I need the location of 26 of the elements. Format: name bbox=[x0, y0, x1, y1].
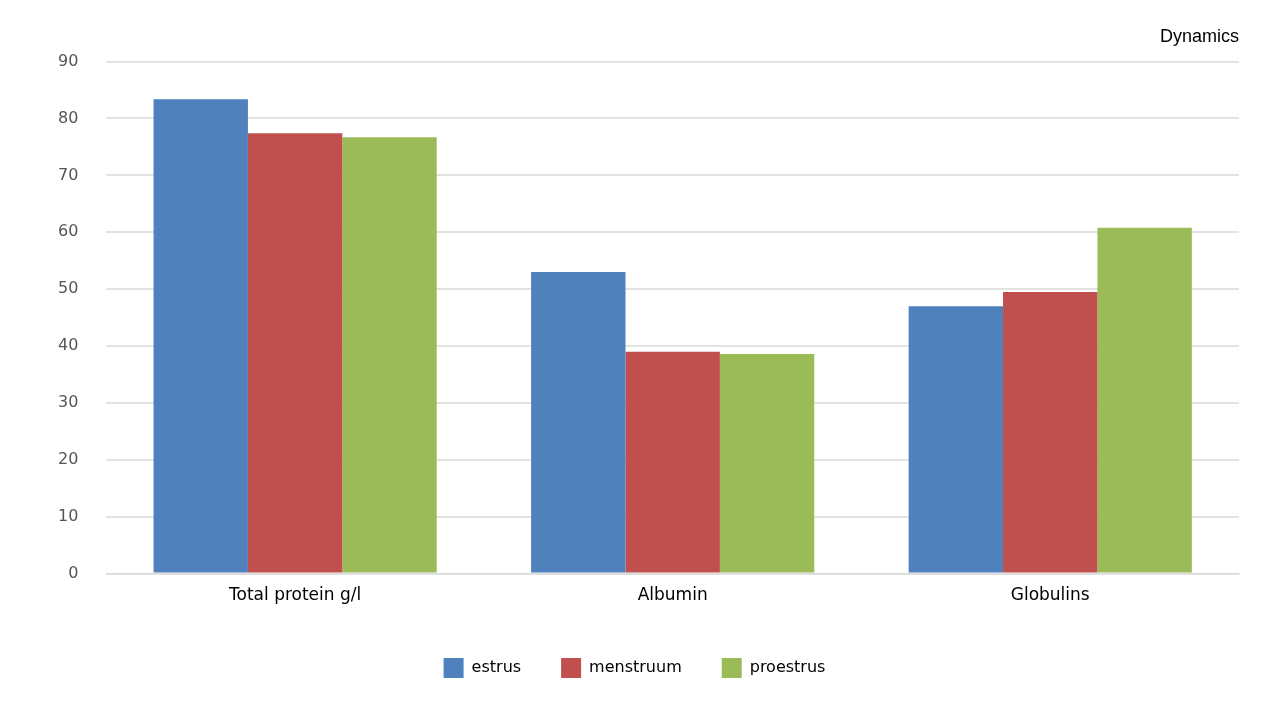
bar bbox=[1097, 227, 1192, 573]
chart-title: Dynamics bbox=[1159, 25, 1239, 46]
bar bbox=[247, 133, 343, 573]
y-tick-label: 70 bbox=[58, 164, 79, 184]
legend-label: estrus bbox=[471, 657, 522, 677]
y-tick-label: 10 bbox=[58, 505, 79, 525]
bar bbox=[625, 351, 720, 573]
x-tick-label: Globulins bbox=[1010, 584, 1090, 605]
bar bbox=[531, 272, 626, 573]
y-tick-label: 20 bbox=[58, 448, 79, 468]
y-tick-label: 0 bbox=[68, 562, 79, 582]
y-tick-label: 40 bbox=[58, 335, 79, 355]
bar bbox=[908, 306, 1004, 573]
bar bbox=[719, 354, 815, 573]
legend-label: menstruum bbox=[589, 657, 682, 677]
bar bbox=[153, 99, 248, 573]
y-tick-label: 60 bbox=[58, 221, 79, 241]
x-tick-label: Total protein g/l bbox=[228, 584, 362, 605]
legend-label: proestrus bbox=[749, 657, 826, 677]
bar bbox=[342, 137, 437, 573]
y-tick-label: 80 bbox=[58, 107, 79, 127]
x-tick-label: Albumin bbox=[637, 584, 708, 605]
bar bbox=[1003, 292, 1098, 573]
y-tick-label: 90 bbox=[58, 50, 79, 70]
y-tick-label: 50 bbox=[58, 278, 79, 298]
y-tick-label: 30 bbox=[58, 392, 79, 412]
